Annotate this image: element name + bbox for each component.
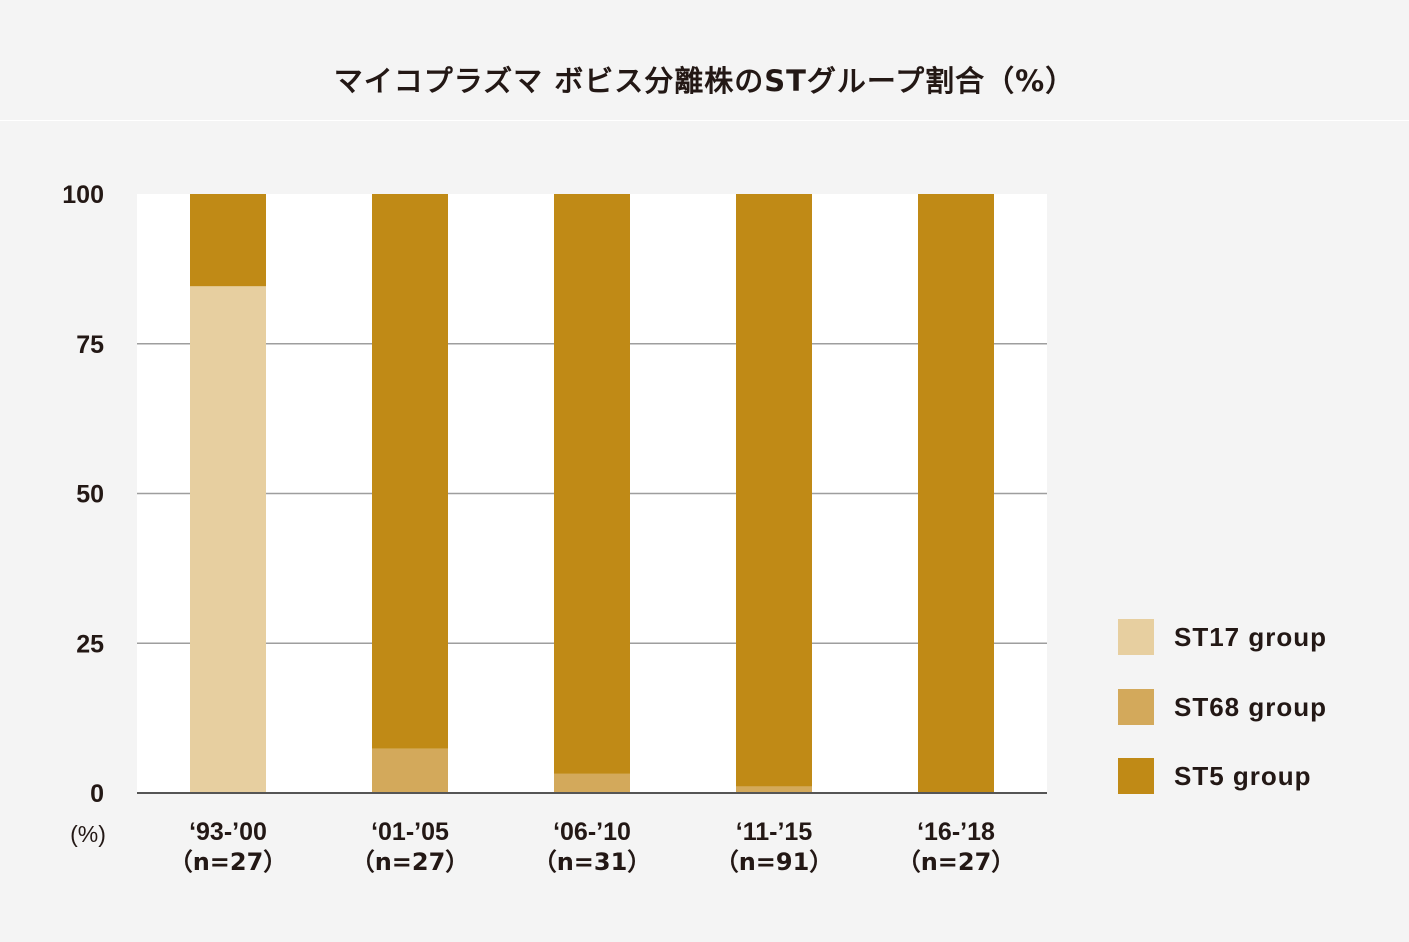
y-tick-label: 75 (76, 331, 104, 359)
legend-item-st5: ST5 group (1118, 757, 1378, 795)
legend-item-st17: ST17 group (1118, 618, 1378, 656)
y-tick-label: 50 (76, 481, 104, 509)
bar-segment (736, 786, 812, 793)
bar-segment (190, 194, 266, 287)
bar-segment (918, 194, 994, 793)
chart-header: マイコプラズマ ボビス分離株のSTグループ割合（%） (0, 0, 1409, 121)
legend-swatch-st17 (1118, 619, 1154, 655)
legend-swatch-st68 (1118, 689, 1154, 725)
y-tick-label: 100 (62, 181, 104, 209)
bar-segment (554, 194, 630, 774)
bar-segment (190, 286, 266, 793)
legend-swatch-st5 (1118, 758, 1154, 794)
y-tick-label: 25 (76, 630, 104, 658)
sample-size-label: （n=27） (169, 848, 288, 876)
x-tick-label: ‘93-’00 (189, 818, 267, 846)
x-tick-label: ‘16-’18 (917, 818, 995, 846)
bar-segment (372, 194, 448, 749)
bar-segment (736, 194, 812, 787)
chart-title: マイコプラズマ ボビス分離株のSTグループ割合（%） (333, 64, 1076, 98)
sample-size-label: （n=31） (533, 848, 652, 876)
y-unit-label: (%) (70, 821, 106, 847)
x-tick-label: ‘11-’15 (736, 818, 813, 846)
legend-label-st5: ST5 group (1174, 760, 1312, 791)
legend-label-st68: ST68 group (1174, 691, 1328, 722)
legend-item-st68: ST68 group (1118, 688, 1378, 726)
x-tick-label: ‘01-’05 (371, 818, 449, 846)
sample-size-label: （n=27） (897, 848, 1016, 876)
sample-size-label: （n=27） (351, 848, 470, 876)
bar-segment (372, 748, 448, 793)
y-tick-label: 0 (90, 780, 104, 808)
x-tick-label: ‘06-’10 (553, 818, 631, 846)
sample-size-label: （n=91） (715, 848, 834, 876)
legend-label-st17: ST17 group (1174, 621, 1328, 652)
bar-segment (554, 773, 630, 793)
